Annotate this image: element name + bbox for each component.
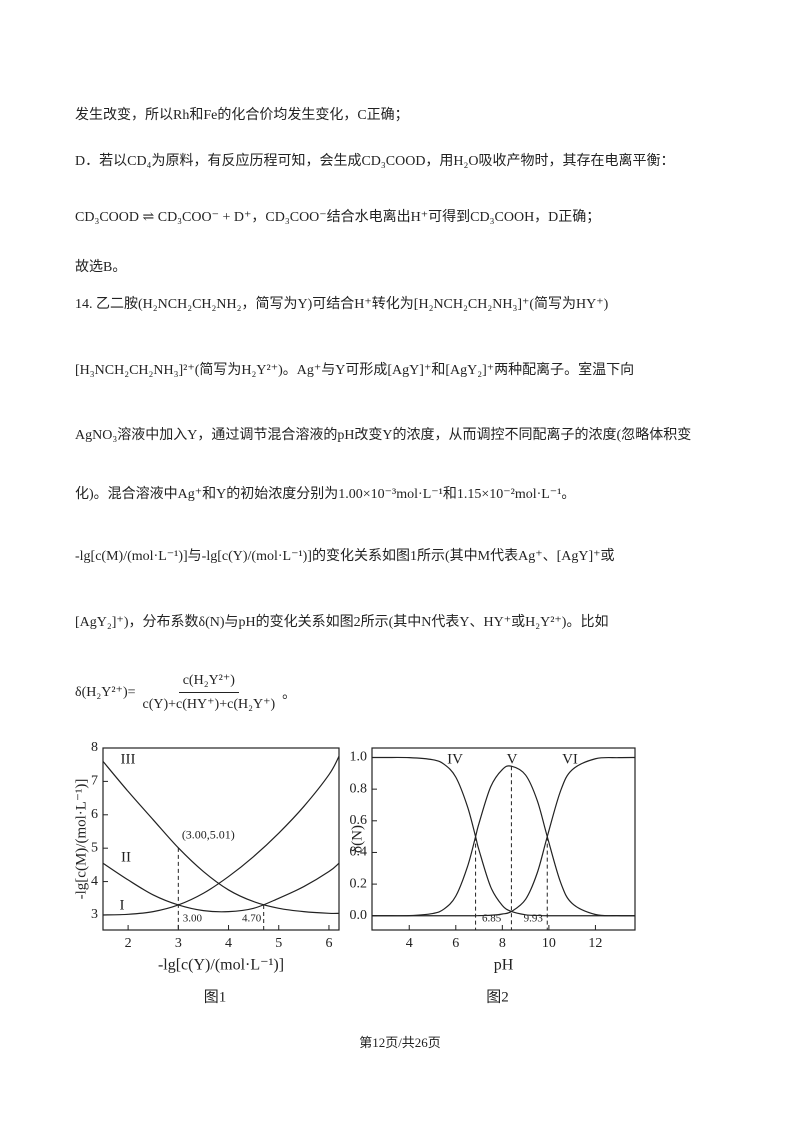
- x-tick-label: 8: [499, 936, 506, 951]
- curve: [371, 756, 635, 917]
- x-tick-label: 4: [406, 936, 413, 951]
- y-tick-label: 1.0: [350, 750, 368, 765]
- plot-frame: [102, 747, 340, 931]
- fraction: c(H₂Y²⁺) c(Y)+c(HY⁺)+c(H₂Y⁺): [139, 672, 280, 713]
- formula-lhs: δ(H₂Y²⁺)=: [75, 685, 136, 700]
- y-tick-label: 0.4: [350, 845, 368, 860]
- x-tick-label: 6: [325, 936, 332, 951]
- text-line: D．若以CD₄为原料，有反应历程可知，会生成CD₃COOD，用H₂O吸收产物时，…: [75, 154, 675, 169]
- y-tick-label: 4: [91, 874, 98, 889]
- x-tick-label: 3: [175, 936, 182, 951]
- curve: [102, 760, 340, 915]
- text-line: 化)。混合溶液中Ag⁺和Y的初始浓度分别为1.00×10⁻³mol·L⁻¹和1.…: [75, 487, 576, 502]
- denominator: c(Y)+c(HY⁺)+c(H₂Y⁺): [142, 697, 276, 712]
- y-tick-label: 0.6: [350, 813, 368, 828]
- y-tick-label: 6: [91, 807, 98, 822]
- text-line: CD₃COOD ⇌ CD₃COO⁻ + D⁺，CD₃COO⁻结合水电离出H⁺可得…: [75, 210, 601, 225]
- x-tick-label: 4: [225, 936, 232, 951]
- x-axis-label: -lg[c(Y)/(mol·L⁻¹)]: [158, 957, 284, 974]
- y-tick-label: 8: [91, 740, 98, 755]
- text-line: 故选B。: [75, 260, 127, 275]
- text-line: -lg[c(M)/(mol·L⁻¹)]与-lg[c(Y)/(mol·L⁻¹)]的…: [75, 549, 615, 564]
- curve-label: II: [121, 849, 131, 865]
- figure-caption: 图2: [486, 988, 509, 1005]
- text-line: 14. 乙二胺(H₂NCH₂CH₂NH₂，简写为Y)可结合H⁺转化为[H₂NCH…: [75, 297, 609, 312]
- x-tick-label: 12: [588, 936, 602, 951]
- curve-label: IV: [447, 751, 463, 767]
- curve: [372, 756, 636, 917]
- plot-frame: [371, 747, 636, 931]
- x-tick-label: 2: [125, 936, 132, 951]
- y-tick-label: 5: [91, 840, 98, 855]
- reference-label: 4.70: [242, 913, 262, 925]
- figure-caption: 图1: [204, 988, 227, 1005]
- text-line: [H₃NCH₂CH₂NH₃]²⁺(简写为H₂Y²⁺)。Ag⁺与Y可形成[AgY]…: [75, 363, 635, 378]
- y-tick-label: 7: [91, 774, 98, 789]
- y-tick-label: 0.2: [350, 876, 368, 891]
- y-axis-label: -lg[c(M)/(mol·L⁻¹)]: [73, 779, 89, 900]
- curve: [102, 862, 340, 913]
- y-tick-label: 3: [91, 907, 98, 922]
- curve: [102, 756, 340, 916]
- page-footer: 第12页/共26页: [359, 1035, 441, 1050]
- curve-label: VI: [562, 751, 578, 767]
- curve-label: I: [120, 897, 125, 913]
- formula-end: 。: [282, 686, 297, 702]
- x-tick-label: 6: [452, 936, 459, 951]
- reference-label: 3.00: [183, 913, 203, 925]
- numerator: c(H₂Y²⁺): [178, 672, 239, 693]
- formula: δ(H₂Y²⁺)= c(H₂Y²⁺) c(Y)+c(HY⁺)+c(H₂Y⁺) 。: [75, 672, 296, 713]
- reference-label: 9.93: [524, 913, 544, 925]
- text-line: 发生改变，所以Rh和Fe的化合价均发生变化，C正确；: [75, 108, 409, 123]
- curve-label: III: [121, 751, 136, 767]
- text-line: AgNO₃溶液中加入Y，通过调节混合溶液的pH改变Y的浓度，从而调控不同配离子的…: [75, 428, 692, 443]
- x-tick-label: 10: [542, 936, 556, 951]
- x-axis-label: pH: [494, 957, 514, 974]
- x-tick-label: 5: [275, 936, 282, 951]
- y-axis-label: δ(N): [349, 825, 365, 853]
- y-tick-label: 0.0: [350, 908, 368, 923]
- point-label: (3.00,5.01): [182, 828, 235, 842]
- y-tick-label: 0.8: [350, 781, 368, 796]
- curve-label: V: [507, 751, 518, 767]
- text-line: [AgY₂]⁺)，分布系数δ(N)与pH的变化关系如图2所示(其中N代表Y、HY…: [75, 615, 609, 630]
- curve: [371, 765, 636, 917]
